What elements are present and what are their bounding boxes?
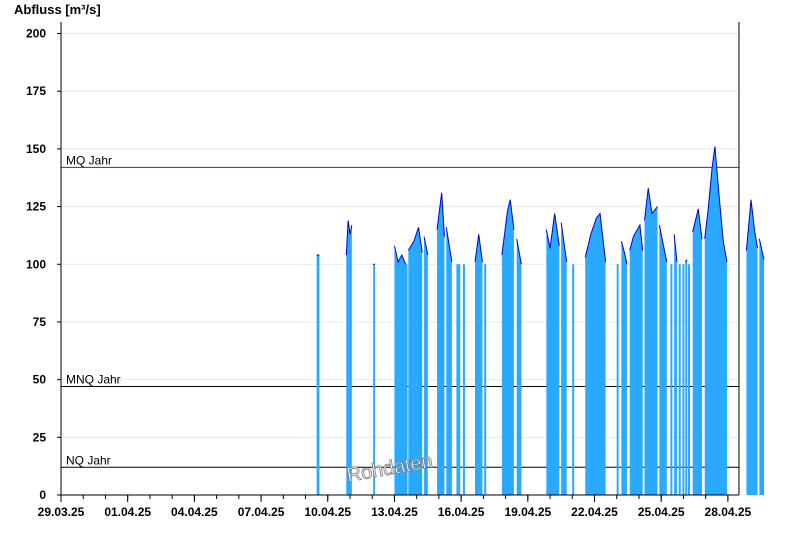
discharge-spike bbox=[616, 264, 619, 495]
discharge-area-segment bbox=[446, 227, 452, 495]
axes: 0 25 50 75 100 125 150 175 200 29.03.25 01.04.25 04… bbox=[26, 22, 752, 519]
y-tick-label: 175 bbox=[26, 84, 46, 98]
discharge-area-segment bbox=[644, 188, 658, 495]
discharge-line-segment bbox=[658, 224, 668, 263]
y-tick-label: 25 bbox=[33, 430, 47, 444]
discharge-spike bbox=[678, 264, 681, 495]
discharge-line-segment bbox=[560, 222, 568, 263]
discharge-area-segment bbox=[316, 255, 320, 495]
x-tick-label: 13.04.25 bbox=[371, 505, 418, 519]
discharge-area-segment bbox=[501, 199, 514, 495]
discharge-line-segment bbox=[684, 259, 688, 263]
discharge-line-segment bbox=[745, 199, 759, 251]
discharge-area-segment bbox=[746, 199, 758, 495]
discharge-area-segment bbox=[424, 236, 428, 495]
discharge-line-segment bbox=[516, 238, 522, 265]
y-tick-label: 200 bbox=[26, 27, 46, 41]
discharge-area-segment bbox=[704, 146, 727, 495]
y-tick-label: 0 bbox=[39, 488, 46, 502]
discharge-line-segment bbox=[584, 212, 607, 263]
discharge-spike bbox=[682, 264, 685, 495]
discharge-line-segment bbox=[393, 245, 407, 265]
discharge-line-segment bbox=[545, 213, 560, 249]
discharge-line-segment bbox=[644, 188, 658, 221]
discharge-area-segment bbox=[585, 213, 606, 495]
discharge-spike bbox=[687, 264, 690, 495]
reference-line-label: MNQ Jahr bbox=[66, 373, 121, 387]
discharge-line-segment bbox=[445, 227, 453, 263]
reference-line-label: MQ Jahr bbox=[66, 153, 112, 167]
y-tick-label: 75 bbox=[33, 315, 47, 329]
x-tick-label: 19.04.25 bbox=[504, 505, 551, 519]
x-tick-label: 25.04.25 bbox=[638, 505, 685, 519]
discharge-line-segment bbox=[692, 208, 703, 239]
x-tick-label: 29.03.25 bbox=[38, 505, 85, 519]
discharge-spike bbox=[462, 264, 465, 495]
discharge-line-segment bbox=[407, 227, 423, 253]
y-tick-label: 50 bbox=[33, 373, 47, 387]
discharge-area-segment bbox=[546, 213, 560, 495]
discharge-spike bbox=[405, 264, 408, 495]
discharge-spike bbox=[456, 264, 459, 495]
discharge-area bbox=[316, 146, 765, 496]
discharge-area-segment bbox=[373, 264, 375, 495]
reference-line-label: NQ Jahr bbox=[66, 453, 111, 467]
discharge-area-segment bbox=[685, 259, 688, 495]
discharge-line-segment bbox=[423, 236, 429, 256]
y-tick-label: 150 bbox=[26, 142, 46, 156]
x-tick-label: 22.04.25 bbox=[571, 505, 618, 519]
x-tick-label: 04.04.25 bbox=[171, 505, 218, 519]
discharge-line-segment bbox=[501, 199, 515, 256]
discharge-line-segment bbox=[629, 223, 644, 251]
x-tick-label: 28.04.25 bbox=[705, 505, 752, 519]
y-axis-label: Abfluss [m³/s] bbox=[14, 2, 101, 17]
discharge-area-segment bbox=[394, 245, 406, 495]
discharge-area-segment bbox=[621, 241, 627, 495]
discharge-line-segment bbox=[620, 241, 628, 265]
discharge-area-segment bbox=[437, 192, 445, 496]
x-tick-label: 01.04.25 bbox=[104, 505, 151, 519]
x-tick-label: 07.04.25 bbox=[238, 505, 285, 519]
discharge-area-segment bbox=[759, 238, 765, 495]
discharge-area-segment bbox=[659, 225, 667, 496]
discharge-area-segment bbox=[346, 220, 352, 496]
discharge-line-segment bbox=[345, 220, 353, 256]
discharge-line-segment bbox=[436, 192, 445, 237]
discharge-spike bbox=[670, 264, 673, 495]
discharge-line-segment bbox=[474, 234, 483, 263]
discharge-spike bbox=[634, 264, 637, 495]
discharge-line-segment bbox=[758, 238, 765, 260]
y-tick-label: 125 bbox=[26, 200, 46, 214]
discharge-area-segment bbox=[674, 234, 677, 495]
discharge-area-segment bbox=[475, 234, 483, 495]
discharge-spike bbox=[572, 264, 575, 495]
discharge-area-segment bbox=[561, 222, 567, 496]
discharge-spike bbox=[458, 264, 461, 495]
y-tick-label: 100 bbox=[26, 257, 46, 271]
discharge-line-segment bbox=[704, 146, 728, 263]
discharge-line-segment bbox=[673, 234, 678, 263]
x-tick-label: 16.04.25 bbox=[438, 505, 485, 519]
discharge-area-segment bbox=[516, 238, 522, 495]
x-tick-label: 10.04.25 bbox=[304, 505, 351, 519]
discharge-area-segment bbox=[408, 227, 423, 495]
discharge-spike bbox=[484, 264, 487, 495]
discharge-area-segment bbox=[692, 208, 702, 495]
